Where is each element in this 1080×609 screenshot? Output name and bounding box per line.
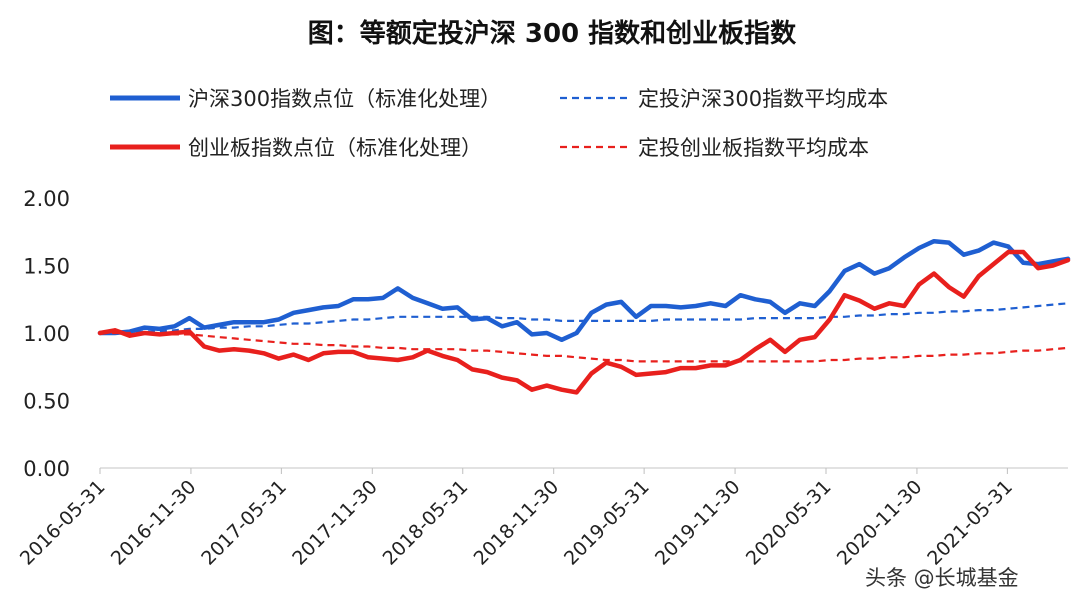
- chart-title: 图：等额定投沪深 300 指数和创业板指数: [308, 18, 797, 49]
- x-tick-label: 2019-11-30: [651, 476, 745, 570]
- x-tick-label: 2016-11-30: [107, 476, 201, 570]
- legend-label-2: 创业板指数点位（标准化处理）: [188, 136, 482, 160]
- series-lines: [97, 238, 1071, 395]
- y-tick-label: 1.00: [23, 322, 70, 346]
- series-line-0: [97, 238, 1071, 343]
- y-tick-label: 2.00: [23, 187, 70, 211]
- y-tick-label: 1.50: [23, 255, 70, 279]
- series-line-3: [100, 331, 1069, 363]
- x-tick-label: 2021-05-31: [923, 476, 1017, 570]
- y-axis-ticks: 2.00 1.50 1.00 0.50 0.00: [23, 187, 70, 481]
- y-tick-label: 0.50: [23, 390, 70, 414]
- x-tick-label: 2019-05-31: [560, 476, 654, 570]
- series-line-1: [100, 302, 1069, 335]
- legend-label-0: 沪深300指数点位（标准化处理）: [188, 87, 501, 111]
- series-line-2: [97, 249, 1071, 395]
- legend-label-1: 定投沪深300指数平均成本: [638, 87, 888, 111]
- x-tick-label: 2020-05-31: [742, 476, 836, 570]
- legend-label-3: 定投创业板指数平均成本: [638, 136, 869, 160]
- x-tick-label: 2017-11-30: [288, 476, 382, 570]
- x-tick-label: 2016-05-31: [16, 476, 110, 570]
- x-tick-label: 2020-11-30: [833, 476, 927, 570]
- x-tick-label: 2017-05-31: [197, 476, 291, 570]
- watermark: 头条 @长城基金: [865, 566, 1019, 590]
- legend: 沪深300指数点位（标准化处理） 定投沪深300指数平均成本创业板指数点位（标准化…: [110, 87, 888, 160]
- y-tick-label: 0.00: [23, 457, 70, 481]
- x-axis-ticks: 2016-05-312016-11-302017-05-312017-11-30…: [16, 468, 1017, 570]
- x-tick-label: 2018-05-31: [379, 476, 473, 570]
- x-tick-label: 2018-11-30: [470, 476, 564, 570]
